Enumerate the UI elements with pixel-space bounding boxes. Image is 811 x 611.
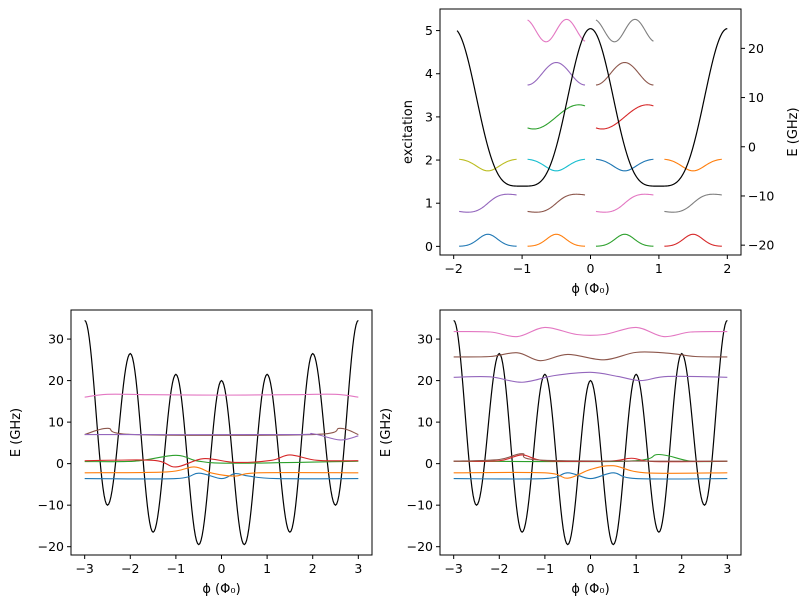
bl-ytick-label: 30: [48, 332, 64, 347]
bl-energy-line-5: [84, 432, 359, 441]
bl-ytick-label: 20: [48, 373, 64, 388]
wavefunction-n1-1: [527, 193, 586, 213]
top-xlabel: ϕ (Φ₀): [571, 282, 609, 297]
wavefunction-n2-2: [595, 158, 654, 172]
wavefunction-n3-1: [595, 104, 654, 130]
wavefunction-n1-3: [664, 193, 722, 213]
bl-energy-line-6: [84, 393, 359, 398]
br-ytick-label: −20: [407, 539, 433, 554]
br-xtick-label: −3: [444, 561, 462, 576]
bl-ytick-label: −20: [38, 539, 64, 554]
bl-xtick-label: 2: [309, 561, 317, 576]
top-ytick-label-right: −10: [748, 188, 774, 203]
br-xtick-label: 0: [587, 561, 595, 576]
bl-ylabel: E (GHz): [9, 408, 24, 457]
bl-xtick-label: −2: [121, 561, 139, 576]
bl-xtick-label: 0: [218, 561, 226, 576]
bl-energy-line-2: [84, 454, 359, 464]
br-xtick-label: 1: [632, 561, 640, 576]
top-frame: [439, 8, 742, 256]
top-ytick-label-right: 20: [748, 41, 764, 56]
br-xtick-label: 3: [723, 561, 731, 576]
wavefunction-n0-3: [664, 233, 722, 247]
br-ytick-label: −10: [407, 498, 433, 513]
wavefunction-n0-2: [595, 233, 654, 247]
br-xtick-label: −1: [536, 561, 554, 576]
bl-plot-area: [84, 319, 359, 546]
br-energy-line-0: [453, 472, 728, 480]
br-frame: [439, 309, 742, 556]
br-potential-line: [453, 319, 728, 546]
wavefunction-n2-3: [664, 158, 722, 172]
br-xtick-label: 2: [678, 561, 686, 576]
bl-xtick-label: −1: [167, 561, 185, 576]
wavefunction-n1-2: [595, 193, 654, 213]
top-ytick-label: 5: [425, 23, 433, 38]
br-xlabel: ϕ (Φ₀): [571, 582, 609, 597]
top-ytick-label: 3: [425, 109, 433, 124]
top-ytick-label: 2: [425, 153, 433, 168]
top-ytick-label-right: 10: [748, 90, 764, 105]
bl-energy-line-4: [84, 427, 359, 436]
br-ytick-label: 10: [417, 415, 433, 430]
wavefunction-n3-0: [527, 104, 586, 130]
br-plot-area: [453, 319, 728, 546]
bl-ytick-label: −10: [38, 498, 64, 513]
wavefunction-n2-1: [527, 158, 586, 172]
bl-ytick-label: 0: [56, 456, 64, 471]
bl-energy-line-0: [84, 472, 359, 480]
wavefunction-n0-1: [527, 233, 586, 247]
top-potential-line: [456, 28, 728, 187]
top-ytick-label: 0: [425, 239, 433, 254]
top-ylabel: excitation: [401, 100, 416, 164]
top-ylabel-right: E (GHz): [786, 107, 801, 156]
top-xtick-label: 0: [587, 261, 595, 276]
wavefunction-n2-0: [459, 158, 517, 172]
bl-potential-line: [84, 319, 359, 546]
br-ytick-label: 30: [417, 332, 433, 347]
top-xtick-label: −2: [444, 261, 462, 276]
top-ytick-label: 4: [425, 66, 433, 81]
wavefunction-n1-0: [459, 193, 517, 213]
br-ylabel: E (GHz): [379, 408, 394, 457]
br-energy-line-1: [453, 465, 728, 479]
bl-energy-line-1: [84, 466, 359, 477]
wavefunction-n5-0: [527, 18, 586, 43]
bl-xlabel: ϕ (Φ₀): [202, 582, 240, 597]
bl-ytick-label: 10: [48, 415, 64, 430]
wavefunction-n5-1: [595, 18, 654, 43]
bl-xtick-label: −3: [75, 561, 93, 576]
br-energy-line-5: [453, 371, 728, 383]
top-xtick-label: 2: [723, 261, 731, 276]
top-xtick-label: 1: [655, 261, 663, 276]
wavefunction-n4-0: [527, 61, 586, 86]
bl-xtick-label: 1: [263, 561, 271, 576]
top-ytick-label-right: −20: [748, 238, 774, 253]
wavefunction-n4-1: [595, 61, 654, 86]
top-xtick-label: −1: [513, 261, 531, 276]
br-energy-line-6: [453, 351, 728, 362]
br-ytick-label: 20: [417, 373, 433, 388]
top-ytick-label-right: 0: [748, 139, 756, 154]
br-energy-line-4: [453, 453, 728, 462]
br-energy-line-7: [453, 326, 728, 338]
bl-xtick-label: 3: [354, 561, 362, 576]
br-xtick-label: −2: [490, 561, 508, 576]
wavefunction-n0-0: [459, 233, 517, 247]
top-plot-area: [456, 18, 728, 247]
top-ytick-label: 1: [425, 196, 433, 211]
br-ytick-label: 0: [425, 456, 433, 471]
bl-energy-line-3: [84, 454, 359, 468]
